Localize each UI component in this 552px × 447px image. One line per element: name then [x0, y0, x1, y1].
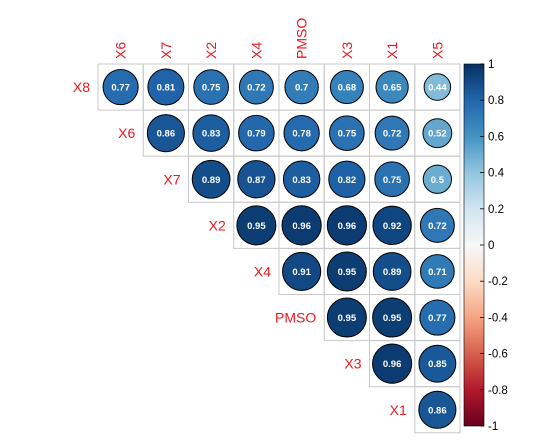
column-label: X1	[384, 42, 400, 59]
correlation-value-label: 0.86	[428, 405, 447, 416]
row-label: X8	[73, 79, 90, 95]
correlation-value-label: 0.7	[295, 83, 308, 94]
correlation-value-label: 0.71	[428, 267, 447, 278]
correlation-value-label: 0.79	[247, 129, 266, 140]
column-label: X7	[158, 42, 174, 59]
colorbar-tick-label: -0.6	[488, 349, 508, 361]
correlation-value-label: 0.87	[247, 175, 266, 186]
row-label: X4	[254, 263, 271, 279]
correlation-value-label: 0.65	[383, 83, 402, 94]
correlation-value-label: 0.89	[383, 267, 402, 278]
correlation-value-label: 0.5	[431, 175, 445, 186]
column-label: X5	[429, 42, 445, 59]
colorbar-tick-label: -0.2	[488, 276, 508, 288]
column-label: X4	[248, 42, 264, 59]
correlation-value-label: 0.78	[292, 129, 311, 140]
colorbar-tick-label: 0	[488, 240, 494, 252]
correlation-value-label: 0.96	[292, 221, 311, 232]
correlation-value-label: 0.95	[338, 267, 357, 278]
correlation-value-label: 0.89	[202, 175, 221, 186]
correlation-value-label: 0.72	[383, 129, 402, 140]
colorbar-tick-label: 1	[488, 59, 494, 71]
correlation-value-label: 0.81	[157, 83, 176, 94]
correlation-value-label: 0.83	[292, 175, 311, 186]
correlation-value-label: 0.77	[428, 313, 447, 324]
colorbar-tick-label: -1	[488, 421, 498, 433]
correlation-value-label: 0.82	[338, 175, 357, 186]
column-label: X2	[203, 42, 219, 59]
correlation-value-label: 0.68	[338, 83, 357, 94]
row-label: PMSO	[275, 310, 316, 326]
correlation-value-label: 0.95	[338, 313, 357, 324]
row-label: X7	[163, 171, 180, 187]
row-label: X6	[118, 125, 135, 141]
correlation-value-label: 0.83	[202, 129, 221, 140]
correlation-value-label: 0.75	[338, 129, 357, 140]
correlation-value-label: 0.77	[111, 83, 130, 94]
colorbar-tick-label: 0.2	[488, 204, 504, 216]
correlation-value-label: 0.95	[383, 313, 402, 324]
correlation-value-label: 0.96	[383, 359, 402, 370]
correlation-value-label: 0.75	[202, 83, 221, 94]
colorbar-tick-label: -0.4	[488, 312, 508, 324]
colorbar-tick-label: 0.4	[488, 168, 505, 180]
correlation-value-label: 0.92	[383, 221, 402, 232]
correlation-value-label: 0.95	[247, 221, 266, 232]
correlation-value-label: 0.91	[292, 267, 311, 278]
correlation-value-label: 0.72	[428, 221, 447, 232]
colorbar-tick-label: -0.8	[488, 385, 508, 397]
correlation-value-label: 0.86	[157, 129, 176, 140]
correlation-value-label: 0.44	[428, 83, 447, 94]
column-label: X6	[113, 42, 129, 59]
colorbar: 1 0.8 0.6 0.4 0.2 0 -0.2 -0.4 -0.6 -0.8 -1	[464, 59, 508, 433]
correlation-value-label: 0.52	[428, 129, 447, 140]
colorbar-tick-label: 0.6	[488, 131, 504, 143]
colorbar-tick-label: 0.8	[488, 95, 504, 107]
column-label: PMSO	[294, 18, 310, 59]
column-label: X3	[339, 42, 355, 59]
correlation-value-label: 0.85	[428, 359, 447, 370]
correlation-value-label: 0.72	[247, 83, 266, 94]
correlation-value-label: 0.75	[383, 175, 402, 186]
row-label: X3	[344, 356, 361, 372]
row-label: X1	[390, 402, 407, 418]
correlation-value-label: 0.96	[338, 221, 357, 232]
row-label: X2	[209, 217, 226, 233]
